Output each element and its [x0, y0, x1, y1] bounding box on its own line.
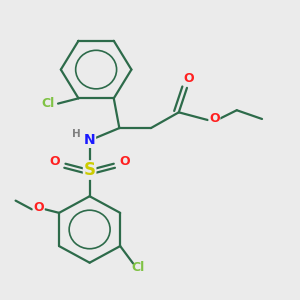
Text: S: S — [84, 161, 96, 179]
Text: Cl: Cl — [131, 261, 144, 274]
Text: O: O — [184, 72, 194, 85]
Text: Cl: Cl — [41, 97, 54, 110]
Text: O: O — [120, 155, 130, 169]
Text: N: N — [84, 133, 95, 147]
Text: O: O — [33, 201, 44, 214]
Text: H: H — [72, 129, 81, 139]
Text: O: O — [209, 112, 220, 125]
Text: O: O — [49, 155, 60, 169]
